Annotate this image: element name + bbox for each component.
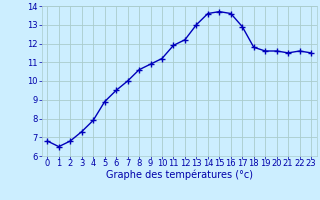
X-axis label: Graphe des températures (°c): Graphe des températures (°c) xyxy=(106,169,253,180)
